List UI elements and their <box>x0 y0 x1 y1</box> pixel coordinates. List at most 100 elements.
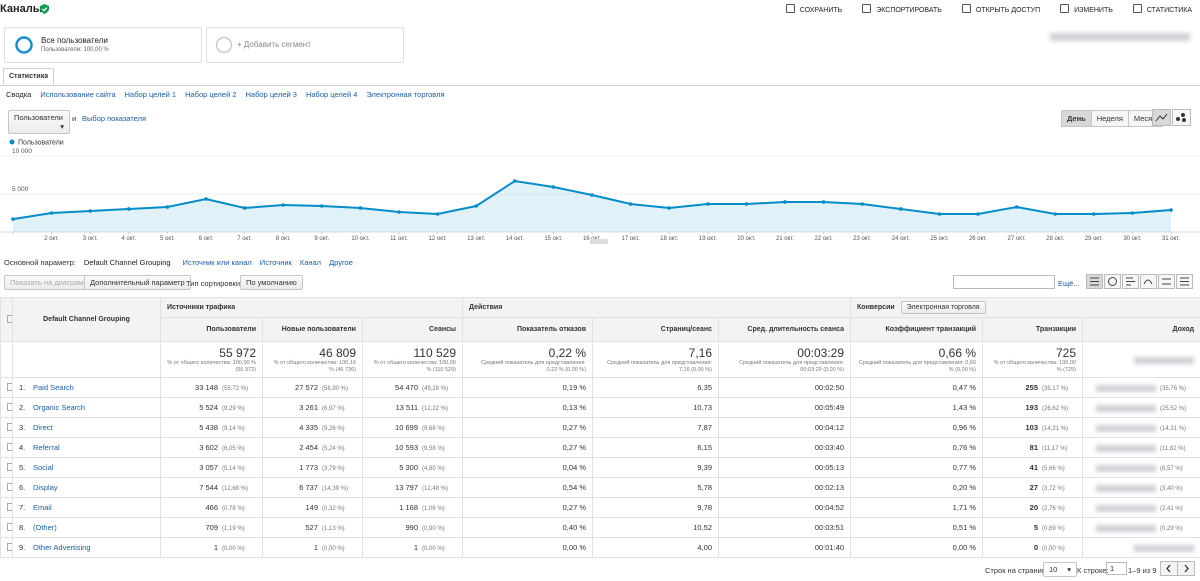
column-header[interactable]: Новые пользователи <box>262 317 363 342</box>
metric-cell: 81 (11,17 %) <box>982 437 1084 458</box>
metric-share: (4,80 %) <box>422 466 445 472</box>
column-header[interactable]: Доход <box>1082 317 1200 342</box>
subtab[interactable]: Использование сайта <box>40 90 116 99</box>
column-header[interactable]: Пользователи <box>160 317 263 342</box>
subtab[interactable]: Сводка <box>6 90 32 99</box>
point <box>474 204 479 208</box>
row-name-link[interactable]: Direct <box>33 423 53 432</box>
row-name-link[interactable]: Social <box>33 463 54 472</box>
subtab[interactable]: Набор целей 4 <box>305 90 358 99</box>
data-row: 9. Other Advertising 1 (0,00 %) 1 (0,00 %) 1 (0… <box>0 537 1200 558</box>
column-header[interactable]: Страниц/сеанс <box>592 317 719 342</box>
metric-value: 466 <box>205 503 218 512</box>
dimension-option[interactable]: Источник <box>259 258 292 267</box>
metric-value: 54 470 <box>395 383 418 392</box>
row-name-link[interactable]: (Other) <box>33 523 57 532</box>
metric-value: 41 <box>1029 463 1039 472</box>
row-check-cell <box>0 417 13 438</box>
point <box>1014 205 1019 209</box>
search-box[interactable] <box>953 275 1055 289</box>
revenue-share: (0,29 %) <box>1160 526 1183 532</box>
row-name-link[interactable]: Email <box>33 503 52 512</box>
checkbox[interactable] <box>7 522 12 531</box>
pick-metric-link[interactable]: Выбор показателя <box>82 114 147 123</box>
date-range-blurred[interactable] <box>1050 33 1190 41</box>
point <box>551 185 556 189</box>
metric-share: (12,48 %) <box>422 486 449 492</box>
checkbox[interactable] <box>7 542 12 551</box>
view-buttons[interactable] <box>1086 274 1194 289</box>
metric-cell: 10,52 <box>592 517 719 538</box>
row-name-link[interactable]: Other Advertising <box>33 543 91 552</box>
column-header[interactable]: Транзакции <box>982 317 1084 342</box>
point <box>204 197 208 201</box>
share-button[interactable]: ОТКРЫТЬ ДОСТУП <box>962 4 1040 14</box>
metric-share: (5,24 %) <box>322 446 345 452</box>
chart-type-buttons[interactable] <box>1152 109 1192 127</box>
goto-input[interactable]: 1 <box>1106 562 1127 575</box>
save-button[interactable]: СОХРАНИТЬ <box>786 4 843 14</box>
rows-per-page-select[interactable]: 10 ▾ <box>1043 562 1077 577</box>
metric-cell: 0,77 % <box>850 457 984 478</box>
tab[interactable]: Статистика <box>3 68 55 85</box>
advanced-link[interactable]: Ещё... <box>1058 279 1080 288</box>
dimension-option[interactable]: Канал <box>299 258 322 267</box>
checkbox[interactable] <box>7 462 12 471</box>
segment-card[interactable]: Все пользователи Пользователи: 100,00 % <box>4 27 202 63</box>
metric-value: 10,52 <box>693 523 712 532</box>
x-tick-label: 4 окт. <box>121 236 136 242</box>
sort-dropdown[interactable]: По умолчанию <box>240 275 303 290</box>
dimension-option[interactable]: Default Channel Grouping <box>83 258 171 267</box>
metric-dropdown[interactable]: Пользователи ▾ <box>8 110 70 134</box>
secondary-dimension-dropdown[interactable]: Дополнительный параметр <box>84 275 191 290</box>
x-tick-label: 25 окт. <box>930 236 948 242</box>
row-name-link[interactable]: Organic Search <box>33 403 86 412</box>
column-header[interactable]: Сеансы <box>362 317 463 342</box>
checkbox[interactable] <box>7 402 12 411</box>
row-name-link[interactable]: Display <box>33 483 58 492</box>
subtab[interactable]: Набор целей 2 <box>185 90 237 99</box>
subtab[interactable]: Набор целей 1 <box>124 90 177 99</box>
page-nav-buttons[interactable] <box>1160 561 1196 576</box>
metric-value: 0 <box>1033 543 1039 552</box>
revenue-share: (2,41 %) <box>1160 506 1183 512</box>
checkbox[interactable] <box>7 314 12 323</box>
plot-rows-button[interactable]: Показать на диаграмме <box>4 275 99 290</box>
insights-button[interactable]: СТАТИСТИКА <box>1133 4 1192 14</box>
export-button[interactable]: ЭКСПОРТИРОВАТЬ <box>862 4 942 14</box>
edit-button[interactable]: ИЗМЕНИТЬ <box>1060 4 1113 14</box>
subtab[interactable]: Набор целей 3 <box>245 90 297 99</box>
checkbox[interactable] <box>7 382 12 391</box>
column-header[interactable]: Коэффициент транзакций <box>850 317 984 342</box>
checkbox[interactable] <box>7 422 12 431</box>
point <box>937 212 942 216</box>
chart-resize-handle[interactable] <box>590 239 608 244</box>
column-header[interactable]: Показатель отказов <box>462 317 593 342</box>
group-label: Конверсии <box>857 304 895 311</box>
group-label: Источники трафика <box>167 304 236 311</box>
goto-label: К строке: <box>1077 566 1109 575</box>
checkbox[interactable] <box>7 482 12 491</box>
metric-value: 5 <box>1033 523 1039 532</box>
period-button[interactable]: День <box>1061 110 1092 127</box>
point <box>744 202 749 206</box>
dimension-option[interactable]: Источник или канал <box>182 258 252 267</box>
total-value: 55 972 <box>219 346 256 360</box>
checkbox[interactable] <box>7 442 12 451</box>
column-header[interactable]: Сред. длительность сеанса <box>717 317 852 342</box>
subtab[interactable]: Электронная торговля <box>366 90 445 99</box>
x-tick-label: 15 окт. <box>544 236 562 242</box>
period-button[interactable]: Неделя <box>1090 110 1129 127</box>
metric-cell: 6,35 <box>592 377 719 398</box>
add-segment-card[interactable]: + Добавить сегмент <box>206 27 404 63</box>
metric-value: 00:03:40 <box>814 443 845 452</box>
checkbox[interactable] <box>7 502 12 511</box>
row-name-link[interactable]: Paid Search <box>33 383 74 392</box>
point <box>1169 208 1173 212</box>
dimension-option[interactable]: Другое <box>329 258 353 267</box>
row-name-link[interactable]: Referral <box>33 443 60 452</box>
revenue-cell: (14,31 %) <box>1082 417 1200 438</box>
metric-cell: 7,87 <box>592 417 719 438</box>
conversion-select[interactable]: Электронная торговля <box>900 301 986 314</box>
row-check-cell <box>0 477 13 498</box>
